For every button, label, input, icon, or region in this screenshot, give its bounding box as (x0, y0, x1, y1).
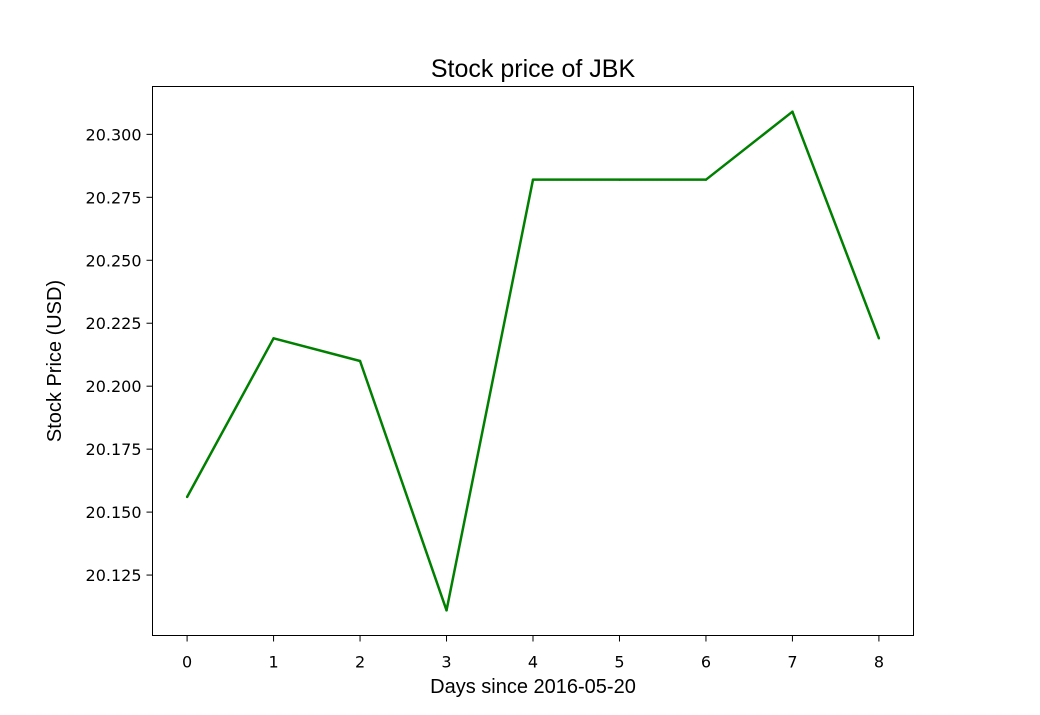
x-tick-label: 7 (787, 653, 797, 672)
data-point (358, 359, 362, 363)
y-tick-label: 20.300 (86, 125, 142, 144)
y-tick-label: 20.225 (86, 314, 142, 333)
x-tick-label: 3 (441, 653, 451, 672)
data-point (185, 495, 189, 499)
y-axis: 20.125 20.150 20.175 20.200 20.225 20.250 20.2… (86, 125, 153, 585)
data-point (531, 178, 535, 181)
y-tick-label: 20.200 (86, 377, 142, 396)
x-tick-label: 1 (268, 653, 278, 672)
x-tick-label: 8 (874, 653, 884, 672)
x-tick-label: 5 (614, 653, 624, 672)
x-tick-label: 6 (701, 653, 711, 672)
data-point (618, 178, 621, 181)
x-tick-label: 4 (528, 653, 538, 672)
data-point (877, 337, 881, 340)
data-point (791, 110, 794, 113)
y-tick-label: 20.175 (86, 440, 142, 459)
x-axis: 0 1 2 3 4 5 6 7 8 (182, 635, 884, 672)
data-point (445, 609, 448, 612)
y-axis-label: Stock Price (USD) (44, 280, 66, 442)
data-point (704, 178, 708, 181)
x-tick-label: 0 (182, 653, 192, 672)
series-layer (185, 110, 881, 612)
chart-title: Stock price of JBK (431, 55, 636, 83)
price-line (185, 110, 881, 612)
y-tick-label: 20.250 (86, 251, 142, 270)
y-tick-label: 20.150 (86, 503, 142, 522)
y-tick-label: 20.125 (86, 566, 142, 585)
x-tick-label: 2 (355, 653, 365, 672)
x-axis-label: Days since 2016-05-20 (430, 676, 636, 698)
plot-area-frame (152, 86, 914, 636)
y-tick-label: 20.275 (86, 188, 142, 207)
data-point (272, 337, 275, 340)
